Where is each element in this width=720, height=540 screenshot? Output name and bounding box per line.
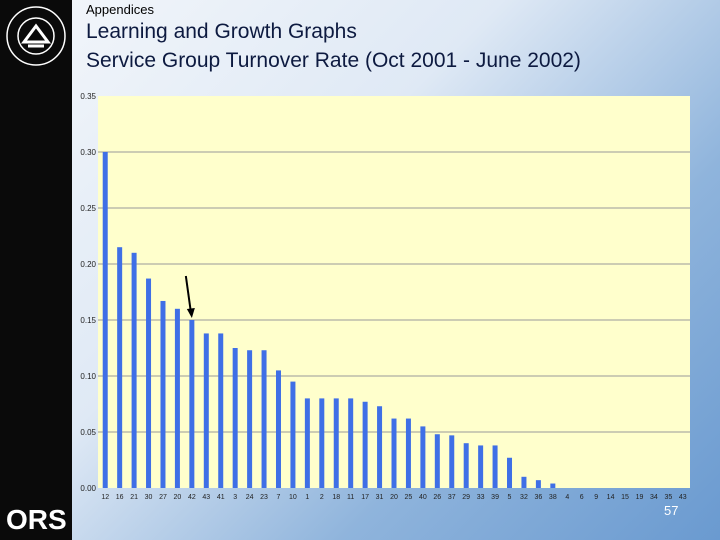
y-tick-label: 0.20 bbox=[80, 260, 96, 269]
x-tick-label: 25 bbox=[405, 494, 413, 501]
y-tick-label: 0.05 bbox=[80, 428, 96, 437]
bar bbox=[463, 443, 469, 488]
x-tick-label: 19 bbox=[636, 494, 644, 501]
bar bbox=[492, 445, 498, 488]
page-subtitle: Service Group Turnover Rate (Oct 2001 - … bbox=[86, 49, 581, 72]
x-tick-label: 24 bbox=[246, 494, 254, 501]
bar bbox=[203, 333, 209, 488]
annotation-arrow-shaft bbox=[184, 275, 192, 313]
bar bbox=[232, 348, 238, 488]
bar bbox=[160, 300, 166, 488]
y-tick-label: 0.10 bbox=[80, 372, 96, 381]
x-tick-label: 21 bbox=[130, 494, 138, 501]
y-tick-label: 0.00 bbox=[80, 484, 96, 493]
x-tick-label: 5 bbox=[508, 494, 512, 501]
bar bbox=[290, 381, 296, 488]
x-tick-label: 4 bbox=[565, 494, 569, 501]
bar bbox=[507, 457, 513, 488]
y-tick-label: 0.35 bbox=[80, 92, 96, 101]
bar bbox=[189, 320, 195, 488]
ors-logo: ORS bbox=[6, 504, 66, 535]
bar bbox=[218, 333, 224, 488]
page-number: 57 bbox=[664, 503, 679, 518]
bar bbox=[535, 480, 541, 488]
x-tick-label: 31 bbox=[376, 494, 384, 501]
x-tick-label: 42 bbox=[188, 494, 196, 501]
nih-seal-logo bbox=[6, 6, 66, 66]
bar bbox=[247, 350, 253, 488]
bar bbox=[261, 350, 267, 488]
x-tick-label: 33 bbox=[477, 494, 485, 501]
x-tick-label: 7 bbox=[277, 494, 281, 501]
x-tick-label: 17 bbox=[361, 494, 369, 501]
x-tick-label: 40 bbox=[419, 494, 427, 501]
bar bbox=[131, 252, 137, 488]
section-label: Appendices bbox=[86, 2, 154, 17]
bar bbox=[434, 434, 440, 488]
annotation-arrow-head bbox=[186, 308, 195, 318]
x-tick-label: 10 bbox=[289, 494, 297, 501]
svg-text:ORS: ORS bbox=[6, 504, 66, 535]
x-tick-label: 41 bbox=[217, 494, 225, 501]
x-tick-label: 36 bbox=[534, 494, 542, 501]
x-tick-label: 30 bbox=[145, 494, 153, 501]
bar bbox=[362, 401, 368, 488]
bar bbox=[377, 406, 383, 488]
x-tick-label: 26 bbox=[433, 494, 441, 501]
bar bbox=[391, 418, 397, 488]
x-tick-label: 9 bbox=[594, 494, 598, 501]
page-title: Learning and Growth Graphs bbox=[86, 20, 357, 43]
x-tick-label: 12 bbox=[101, 494, 109, 501]
x-tick-label: 38 bbox=[549, 494, 557, 501]
bar bbox=[275, 370, 281, 488]
x-tick-label: 15 bbox=[621, 494, 629, 501]
bar bbox=[348, 398, 354, 488]
x-tick-label: 14 bbox=[607, 494, 615, 501]
x-tick-label: 16 bbox=[116, 494, 124, 501]
x-tick-label: 43 bbox=[679, 494, 687, 501]
x-tick-label: 6 bbox=[580, 494, 584, 501]
bar bbox=[146, 278, 152, 488]
x-tick-label: 18 bbox=[332, 494, 340, 501]
bar bbox=[550, 483, 556, 488]
x-tick-label: 20 bbox=[174, 494, 182, 501]
x-tick-label: 1 bbox=[305, 494, 309, 501]
x-tick-label: 20 bbox=[390, 494, 398, 501]
x-tick-label: 35 bbox=[664, 494, 672, 501]
x-tick-label: 3 bbox=[233, 494, 237, 501]
x-tick-label: 11 bbox=[347, 494, 354, 501]
x-tick-label: 39 bbox=[491, 494, 499, 501]
x-tick-label: 23 bbox=[260, 494, 268, 501]
bar bbox=[449, 435, 455, 488]
bar bbox=[405, 418, 411, 488]
bar bbox=[117, 247, 123, 488]
bar bbox=[478, 445, 484, 488]
x-tick-label: 37 bbox=[448, 494, 456, 501]
x-tick-label: 29 bbox=[462, 494, 470, 501]
bar bbox=[319, 398, 325, 488]
bar bbox=[304, 398, 310, 488]
x-tick-label: 32 bbox=[520, 494, 528, 501]
x-tick-label: 34 bbox=[650, 494, 658, 501]
bar bbox=[102, 152, 108, 488]
x-tick-label: 2 bbox=[320, 494, 324, 501]
bar bbox=[521, 476, 527, 488]
bar bbox=[420, 426, 426, 488]
bar bbox=[333, 398, 339, 488]
x-tick-label: 43 bbox=[202, 494, 210, 501]
y-tick-label: 0.25 bbox=[80, 204, 96, 213]
bar bbox=[174, 308, 180, 488]
y-tick-label: 0.30 bbox=[80, 148, 96, 157]
sidebar-band: ORS bbox=[0, 0, 72, 540]
y-tick-label: 0.15 bbox=[80, 316, 96, 325]
x-tick-label: 27 bbox=[159, 494, 167, 501]
